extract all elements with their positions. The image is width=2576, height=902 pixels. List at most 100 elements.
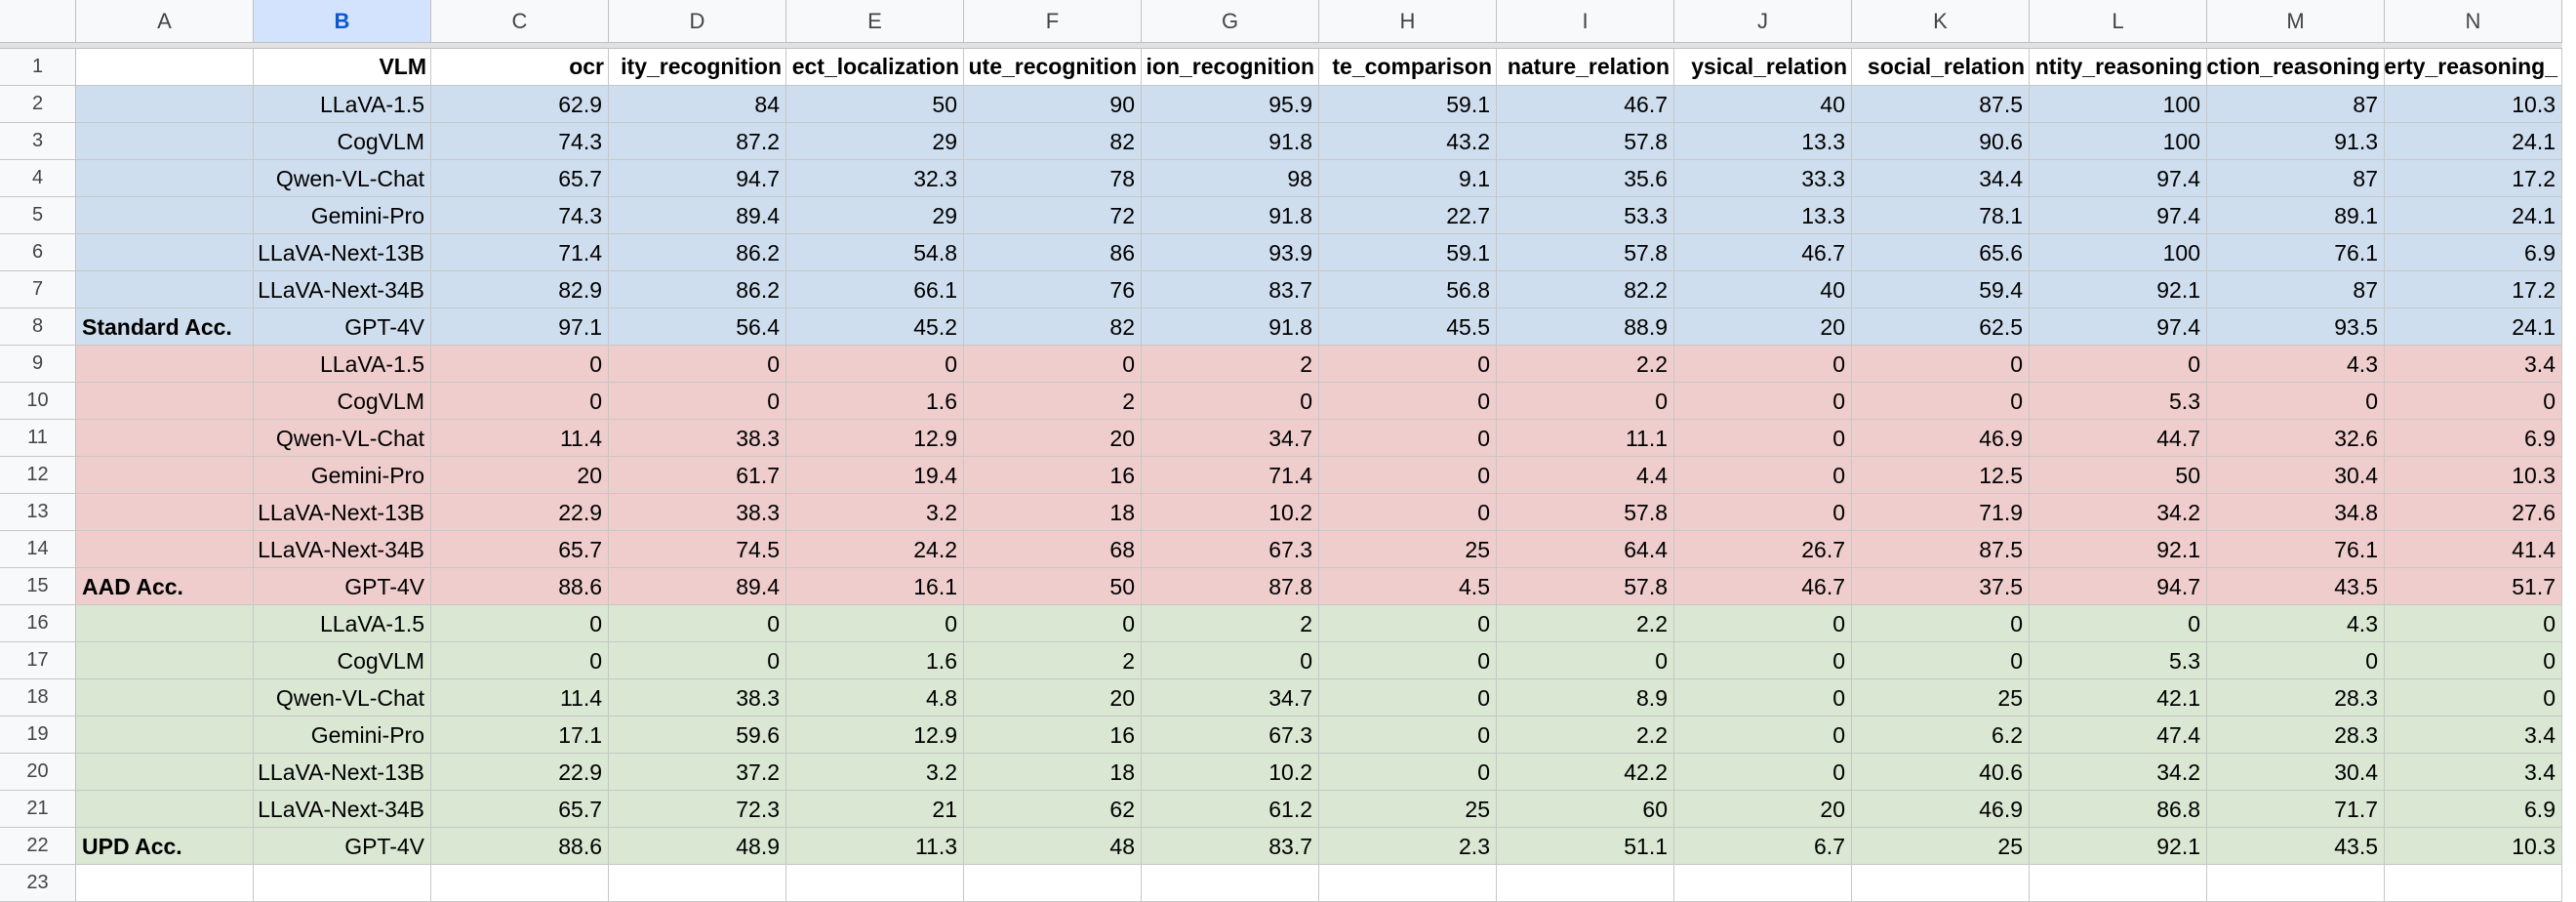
value-cell[interactable]: 30.4 <box>2207 754 2385 791</box>
value-cell[interactable]: 0 <box>609 346 786 383</box>
group-cell[interactable] <box>76 791 254 828</box>
value-cell[interactable]: 24.2 <box>786 531 964 568</box>
value-cell[interactable]: 11.1 <box>1497 420 1674 457</box>
value-cell[interactable]: 40.6 <box>1852 754 2030 791</box>
value-cell[interactable]: 32.6 <box>2207 420 2385 457</box>
empty-cell[interactable] <box>609 865 786 902</box>
value-cell[interactable]: 0 <box>609 605 786 642</box>
empty-cell[interactable] <box>1142 865 1319 902</box>
group-cell[interactable] <box>76 234 254 271</box>
value-cell[interactable]: 82.9 <box>431 271 609 308</box>
value-cell[interactable]: 92.1 <box>2030 531 2207 568</box>
value-cell[interactable]: 16 <box>964 717 1142 754</box>
vlm-name-cell[interactable]: GPT-4V <box>254 568 431 605</box>
value-cell[interactable]: 20 <box>964 679 1142 717</box>
value-cell[interactable]: 91.8 <box>1142 123 1319 160</box>
value-cell[interactable]: 0 <box>1319 420 1497 457</box>
value-cell[interactable]: 0 <box>1674 383 1852 420</box>
frozen-row-divider[interactable] <box>2030 43 2207 49</box>
vlm-name-cell[interactable]: Qwen-VL-Chat <box>254 420 431 457</box>
value-cell[interactable]: 97.4 <box>2030 197 2207 234</box>
value-cell[interactable]: 6.9 <box>2385 420 2562 457</box>
value-cell[interactable]: 6.7 <box>1674 828 1852 865</box>
value-cell[interactable]: 6.2 <box>1852 717 2030 754</box>
vlm-name-cell[interactable]: CogVLM <box>254 383 431 420</box>
vlm-name-cell[interactable]: LLaVA-1.5 <box>254 346 431 383</box>
value-cell[interactable]: 29 <box>786 197 964 234</box>
value-cell[interactable]: 100 <box>2030 123 2207 160</box>
value-cell[interactable]: 48.9 <box>609 828 786 865</box>
row-header-8[interactable]: 8 <box>0 308 76 346</box>
value-cell[interactable]: 71.4 <box>431 234 609 271</box>
row-header-12[interactable]: 12 <box>0 457 76 494</box>
value-cell[interactable]: 98 <box>1142 160 1319 197</box>
value-cell[interactable]: 34.2 <box>2030 494 2207 531</box>
value-cell[interactable]: 21 <box>786 791 964 828</box>
value-cell[interactable]: 4.3 <box>2207 605 2385 642</box>
vlm-name-cell[interactable]: GPT-4V <box>254 828 431 865</box>
value-cell[interactable]: 93.9 <box>1142 234 1319 271</box>
value-cell[interactable]: 3.2 <box>786 754 964 791</box>
value-cell[interactable]: 41.4 <box>2385 531 2562 568</box>
value-cell[interactable]: 43.5 <box>2207 828 2385 865</box>
row-header-10[interactable]: 10 <box>0 383 76 420</box>
value-cell[interactable]: 25 <box>1852 828 2030 865</box>
frozen-row-divider[interactable] <box>964 43 1142 49</box>
column-header-n[interactable]: N <box>2385 0 2562 43</box>
value-cell[interactable]: 2 <box>964 642 1142 679</box>
value-cell[interactable]: 0 <box>431 605 609 642</box>
value-cell[interactable]: 90 <box>964 86 1142 123</box>
value-cell[interactable]: 0 <box>1319 605 1497 642</box>
value-cell[interactable]: 89.4 <box>609 568 786 605</box>
value-cell[interactable]: 34.2 <box>2030 754 2207 791</box>
value-cell[interactable]: 65.7 <box>431 531 609 568</box>
frozen-row-divider[interactable] <box>0 43 76 49</box>
value-cell[interactable]: 20 <box>431 457 609 494</box>
header-cell-d[interactable]: ity_recognition <box>609 49 786 86</box>
value-cell[interactable]: 61.7 <box>609 457 786 494</box>
value-cell[interactable]: 92.1 <box>2030 271 2207 308</box>
frozen-row-divider[interactable] <box>1852 43 2030 49</box>
value-cell[interactable]: 6.9 <box>2385 234 2562 271</box>
empty-cell[interactable] <box>964 865 1142 902</box>
empty-cell[interactable] <box>2207 865 2385 902</box>
value-cell[interactable]: 10.3 <box>2385 86 2562 123</box>
vlm-name-cell[interactable]: Gemini-Pro <box>254 197 431 234</box>
value-cell[interactable]: 59.1 <box>1319 234 1497 271</box>
header-cell-j[interactable]: ysical_relation <box>1674 49 1852 86</box>
value-cell[interactable]: 10.2 <box>1142 494 1319 531</box>
value-cell[interactable]: 16 <box>964 457 1142 494</box>
value-cell[interactable]: 87.5 <box>1852 86 2030 123</box>
value-cell[interactable]: 0 <box>964 605 1142 642</box>
value-cell[interactable]: 46.7 <box>1497 86 1674 123</box>
value-cell[interactable]: 0 <box>1674 346 1852 383</box>
vlm-name-cell[interactable]: LLaVA-Next-34B <box>254 271 431 308</box>
value-cell[interactable]: 100 <box>2030 234 2207 271</box>
empty-cell[interactable] <box>76 865 254 902</box>
value-cell[interactable]: 12.9 <box>786 717 964 754</box>
vlm-name-cell[interactable]: LLaVA-1.5 <box>254 86 431 123</box>
value-cell[interactable]: 17.2 <box>2385 271 2562 308</box>
value-cell[interactable]: 3.4 <box>2385 754 2562 791</box>
value-cell[interactable]: 74.5 <box>609 531 786 568</box>
value-cell[interactable]: 38.3 <box>609 494 786 531</box>
value-cell[interactable]: 12.5 <box>1852 457 2030 494</box>
value-cell[interactable]: 56.4 <box>609 308 786 346</box>
value-cell[interactable]: 34.7 <box>1142 420 1319 457</box>
value-cell[interactable]: 0 <box>609 642 786 679</box>
empty-cell[interactable] <box>254 865 431 902</box>
value-cell[interactable]: 59.6 <box>609 717 786 754</box>
header-cell-f[interactable]: ute_recognition <box>964 49 1142 86</box>
row-header-11[interactable]: 11 <box>0 420 76 457</box>
group-cell[interactable] <box>76 679 254 717</box>
value-cell[interactable]: 87 <box>2207 160 2385 197</box>
value-cell[interactable]: 87 <box>2207 86 2385 123</box>
vlm-name-cell[interactable]: Gemini-Pro <box>254 457 431 494</box>
value-cell[interactable]: 42.1 <box>2030 679 2207 717</box>
column-header-f[interactable]: F <box>964 0 1142 43</box>
value-cell[interactable]: 32.3 <box>786 160 964 197</box>
value-cell[interactable]: 91.8 <box>1142 308 1319 346</box>
value-cell[interactable]: 86.2 <box>609 271 786 308</box>
column-header-k[interactable]: K <box>1852 0 2030 43</box>
